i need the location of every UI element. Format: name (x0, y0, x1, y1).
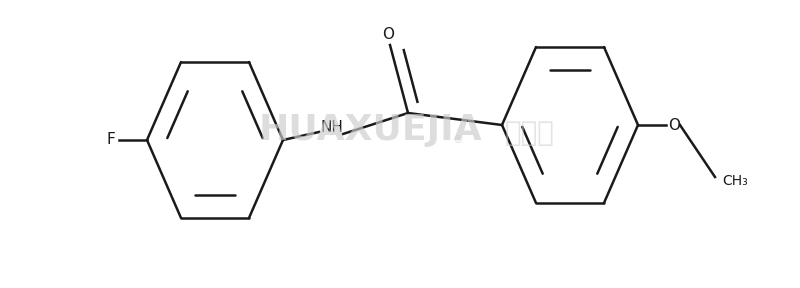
Text: O: O (668, 118, 680, 132)
Text: CH₃: CH₃ (722, 174, 748, 188)
Text: ®: ® (453, 135, 463, 145)
Text: NH: NH (321, 120, 344, 135)
Text: 化学加: 化学加 (505, 119, 555, 147)
Text: F: F (106, 132, 115, 147)
Text: O: O (382, 27, 394, 42)
Text: HUAXUEJIA: HUAXUEJIA (258, 113, 482, 147)
